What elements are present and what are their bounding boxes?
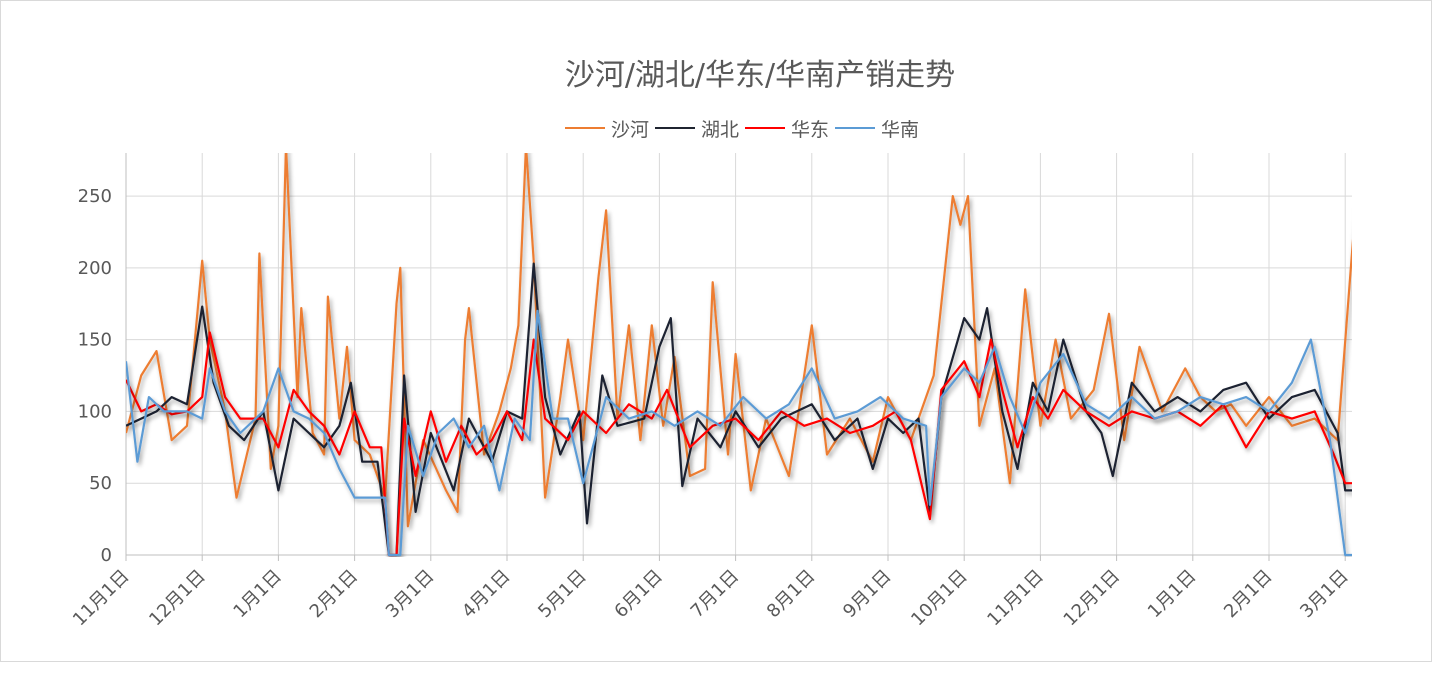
x-tick-label: 11月1日 xyxy=(983,566,1048,631)
x-tick-label: 2月1日 xyxy=(1220,566,1277,623)
x-tick-label: 7月1日 xyxy=(687,566,744,623)
x-tick-label: 6月1日 xyxy=(610,566,667,623)
legend-item: 沙河 xyxy=(565,115,649,142)
x-tick-label: 9月1日 xyxy=(839,566,896,623)
x-tick-label: 3月1日 xyxy=(1296,566,1353,623)
chart-title: 沙河/湖北/华东/华南产销走势 xyxy=(564,58,956,93)
x-tick-label: 3月1日 xyxy=(382,566,439,623)
x-tick-label: 11月1日 xyxy=(69,566,134,631)
x-tick-label: 10月1日 xyxy=(907,566,972,631)
x-tick-label: 8月1日 xyxy=(763,566,820,623)
y-tick-label: 50 xyxy=(89,473,112,494)
x-tick-label: 1月1日 xyxy=(1144,566,1201,623)
chart-legend: 沙河 湖北 华东 华南 xyxy=(565,115,925,142)
legend-swatch xyxy=(565,127,605,129)
legend-item: 华东 xyxy=(745,115,829,142)
series-line-2 xyxy=(126,262,1352,557)
series-line-4 xyxy=(126,309,1352,557)
series-line-1 xyxy=(126,153,1352,528)
x-tick-label: 5月1日 xyxy=(534,566,591,623)
y-tick-label: 150 xyxy=(78,330,112,351)
x-tick-label: 12月1日 xyxy=(145,566,210,631)
legend-label: 华南 xyxy=(881,118,920,141)
x-tick-label: 2月1日 xyxy=(306,566,363,623)
legend-label: 沙河 xyxy=(611,118,650,141)
y-tick-label: 250 xyxy=(78,186,112,207)
legend-item: 湖北 xyxy=(655,115,739,142)
legend-item: 华南 xyxy=(835,115,919,142)
legend-swatch xyxy=(745,127,786,129)
y-tick-label: 0 xyxy=(101,545,112,566)
series-line-3 xyxy=(126,331,1352,557)
y-tick-label: 200 xyxy=(78,258,112,279)
legend-swatch xyxy=(655,127,696,129)
x-tick-label: 12月1日 xyxy=(1060,566,1125,631)
x-tick-label: 1月1日 xyxy=(229,566,286,623)
legend-label: 湖北 xyxy=(701,118,740,141)
legend-swatch xyxy=(835,127,876,129)
y-tick-label: 100 xyxy=(78,401,112,422)
legend-label: 华东 xyxy=(791,118,830,141)
x-tick-label: 4月1日 xyxy=(458,566,515,623)
